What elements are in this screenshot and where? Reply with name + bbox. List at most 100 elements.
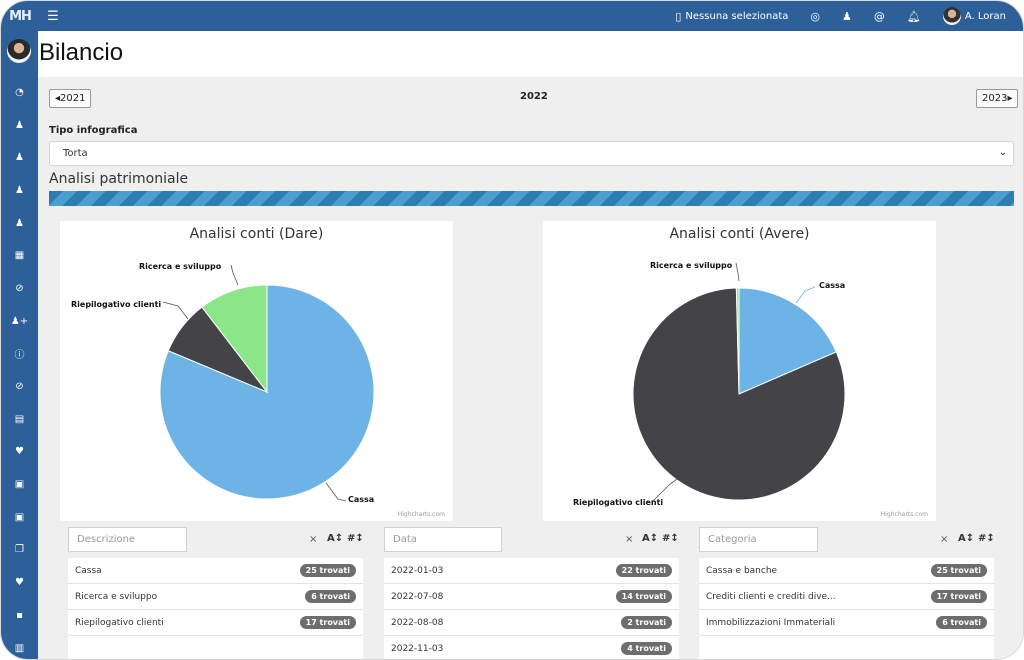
category-list: Cassa e banche 25 trovati Crediti clienti … <box>699 558 994 659</box>
lifebuoy-icon: ◎ <box>810 9 821 23</box>
pie-label-riepilogativo: Riepilogativo clienti <box>71 300 162 309</box>
user-plus-icon[interactable]: ♟+ <box>10 315 29 327</box>
list-item-label: Cassa e banche <box>706 565 778 576</box>
count-badge: 25 trovati <box>930 564 987 577</box>
building-icon: ▯ <box>675 9 682 23</box>
chart-title: Analisi conti (Avere) <box>669 226 810 242</box>
count-badge: 6 trovati <box>936 616 987 629</box>
sort-alpha-description[interactable]: A↕ <box>327 533 344 544</box>
email-button[interactable]: @ <box>863 1 896 31</box>
pie-connector <box>735 262 740 282</box>
heartbeat-icon[interactable]: ♥ <box>15 577 24 589</box>
copy-icon[interactable]: ❐ <box>15 544 24 556</box>
list-item-label: 2022-07-08 <box>391 591 444 602</box>
pie-slice-cassa[interactable] <box>159 284 375 500</box>
page-title: Bilancio <box>39 39 124 66</box>
calendar-icon[interactable]: ▦ <box>14 250 25 262</box>
list-item[interactable]: 2022-07-08 14 trovati <box>384 584 679 610</box>
chevron-down-icon: ⌄ <box>998 147 1007 158</box>
sort-count-category[interactable]: #↕ <box>978 533 995 544</box>
company-selector-label: Nessuna selezionata <box>685 10 789 22</box>
user-icon[interactable]: ♟ <box>15 119 24 131</box>
list-item-label: Riepilogativo clienti <box>75 617 164 628</box>
at-icon: @ <box>873 9 885 23</box>
user-menu[interactable]: A. Loran <box>932 1 1017 31</box>
count-badge: 4 trovati <box>621 642 672 655</box>
list-item[interactable]: 2022-11-03 4 trovati <box>384 636 679 659</box>
user-icon: ♟ <box>842 9 852 23</box>
bell-icon: 🔔︎ <box>906 9 921 23</box>
pie-label-cassa: Cassa <box>348 495 375 504</box>
count-badge: 22 trovati <box>615 564 672 577</box>
infographic-type-label: Tipo infografica <box>49 125 138 136</box>
sort-count-description[interactable]: #↕ <box>347 533 364 544</box>
heartbeat-icon[interactable]: ♥ <box>15 446 24 458</box>
clear-category-filter[interactable]: × <box>940 534 949 545</box>
description-list: Cassa 25 trovati Ricerca e sviluppo 6 trova… <box>68 558 363 659</box>
pie-connector <box>230 264 239 286</box>
count-badge: 6 trovati <box>305 590 356 603</box>
list-item[interactable]: Crediti clienti e crediti dive... 17 trov… <box>699 584 994 610</box>
chart-credit[interactable]: Highcharts.com <box>397 511 445 518</box>
briefcase-icon[interactable]: ▪ <box>16 609 23 621</box>
list-item-label: Crediti clienti e crediti dive... <box>706 591 836 602</box>
file-icon[interactable]: ▤ <box>14 413 25 425</box>
list-item[interactable]: Cassa 25 trovati <box>68 558 363 584</box>
list-item[interactable]: Cassa e banche 25 trovati <box>699 558 994 584</box>
list-item[interactable]: Riepilogativo clienti 17 trovati <box>68 610 363 636</box>
top-bar: MH ☰ ▯ Nessuna selezionata ◎ ♟ @ 🔔︎ A. L… <box>1 1 1023 31</box>
date-filter-input[interactable]: Data <box>384 527 502 552</box>
clear-description-filter[interactable]: × <box>309 534 318 545</box>
caret-right-icon: ▸ <box>1007 93 1013 104</box>
support-button[interactable]: ◎ <box>799 1 831 31</box>
briefcase-medical-icon[interactable]: ▣ <box>14 511 25 523</box>
user-icon[interactable]: ♟ <box>15 217 24 229</box>
pie-slice-ricerca-e-sviluppo[interactable] <box>735 287 740 395</box>
profile-button[interactable]: ♟ <box>831 1 863 31</box>
title-bar: Bilancio <box>38 31 1023 77</box>
app-logo[interactable]: MH <box>9 8 32 24</box>
chart-avere: Analisi conti (Avere) Ricerca e sviluppo… <box>543 221 936 521</box>
sidebar: ◔ ♟ ♟ ♟ ♟ ▦ ⊘ ♟+ ⓘ ⊘ ▤ ♥ ▣ ▣ ❐ ♥ ▪ ▥ <box>1 31 38 659</box>
count-badge: 2 trovati <box>621 616 672 629</box>
next-year-button[interactable]: 2023 ▸ <box>976 89 1019 108</box>
pie-slice-ricerca-e-sviluppo[interactable] <box>201 284 268 394</box>
clear-date-filter[interactable]: × <box>625 534 634 545</box>
sort-alpha-date[interactable]: A↕ <box>642 533 659 544</box>
description-filter-input[interactable]: Descrizione <box>68 527 187 552</box>
briefcase-medical-icon[interactable]: ▣ <box>14 479 25 491</box>
count-badge: 25 trovati <box>299 564 356 577</box>
pie-chart-avere <box>632 262 846 502</box>
section-title: Analisi patrimoniale <box>49 171 189 187</box>
user-icon[interactable]: ♟ <box>15 152 24 164</box>
caret-left-icon: ◂ <box>55 93 61 104</box>
check-circle-icon[interactable]: ⊘ <box>15 381 24 393</box>
list-item[interactable]: 2022-01-03 22 trovati <box>384 558 679 584</box>
pie-slice-cassa[interactable] <box>738 287 837 395</box>
list-item[interactable]: Ricerca e sviluppo 6 trovati <box>68 584 363 610</box>
dashboard-icon[interactable]: ◔ <box>15 86 24 98</box>
check-circle-icon[interactable]: ⊘ <box>15 282 24 294</box>
prev-year-label: 2021 <box>60 93 86 104</box>
infographic-type-select[interactable]: Torta ⌄ <box>49 141 1014 166</box>
user-icon[interactable]: ♟ <box>15 184 24 196</box>
pie-slice-riepilogativo-clienti[interactable] <box>632 287 846 501</box>
info-icon[interactable]: ⓘ <box>14 350 25 362</box>
category-filter-input[interactable]: Categoria <box>699 527 818 552</box>
sort-count-date[interactable]: #↕ <box>662 533 679 544</box>
list-item[interactable]: Immobilizzazioni Immateriali 6 trovati <box>699 610 994 636</box>
sidebar-avatar[interactable] <box>7 39 31 63</box>
sidebar-nav: ◔ ♟ ♟ ♟ ♟ ▦ ⊘ ♟+ ⓘ ⊘ ▤ ♥ ▣ ▣ ❐ ♥ ▪ ▥ <box>1 76 38 659</box>
chart-title: Analisi conti (Dare) <box>189 226 324 242</box>
list-item-label: Ricerca e sviluppo <box>75 591 158 602</box>
list-item[interactable]: 2022-08-08 2 trovati <box>384 610 679 636</box>
next-year-label: 2023 <box>982 93 1008 104</box>
building-icon[interactable]: ▥ <box>14 642 25 654</box>
menu-icon[interactable]: ☰ <box>47 8 59 24</box>
sort-alpha-category[interactable]: A↕ <box>958 533 975 544</box>
notifications-button[interactable]: 🔔︎ <box>896 1 932 31</box>
chart-credit[interactable]: Highcharts.com <box>880 511 928 518</box>
list-item-label: 2022-11-03 <box>391 643 444 654</box>
prev-year-button[interactable]: ◂ 2021 <box>49 89 92 108</box>
company-selector[interactable]: ▯ Nessuna selezionata <box>664 1 799 31</box>
